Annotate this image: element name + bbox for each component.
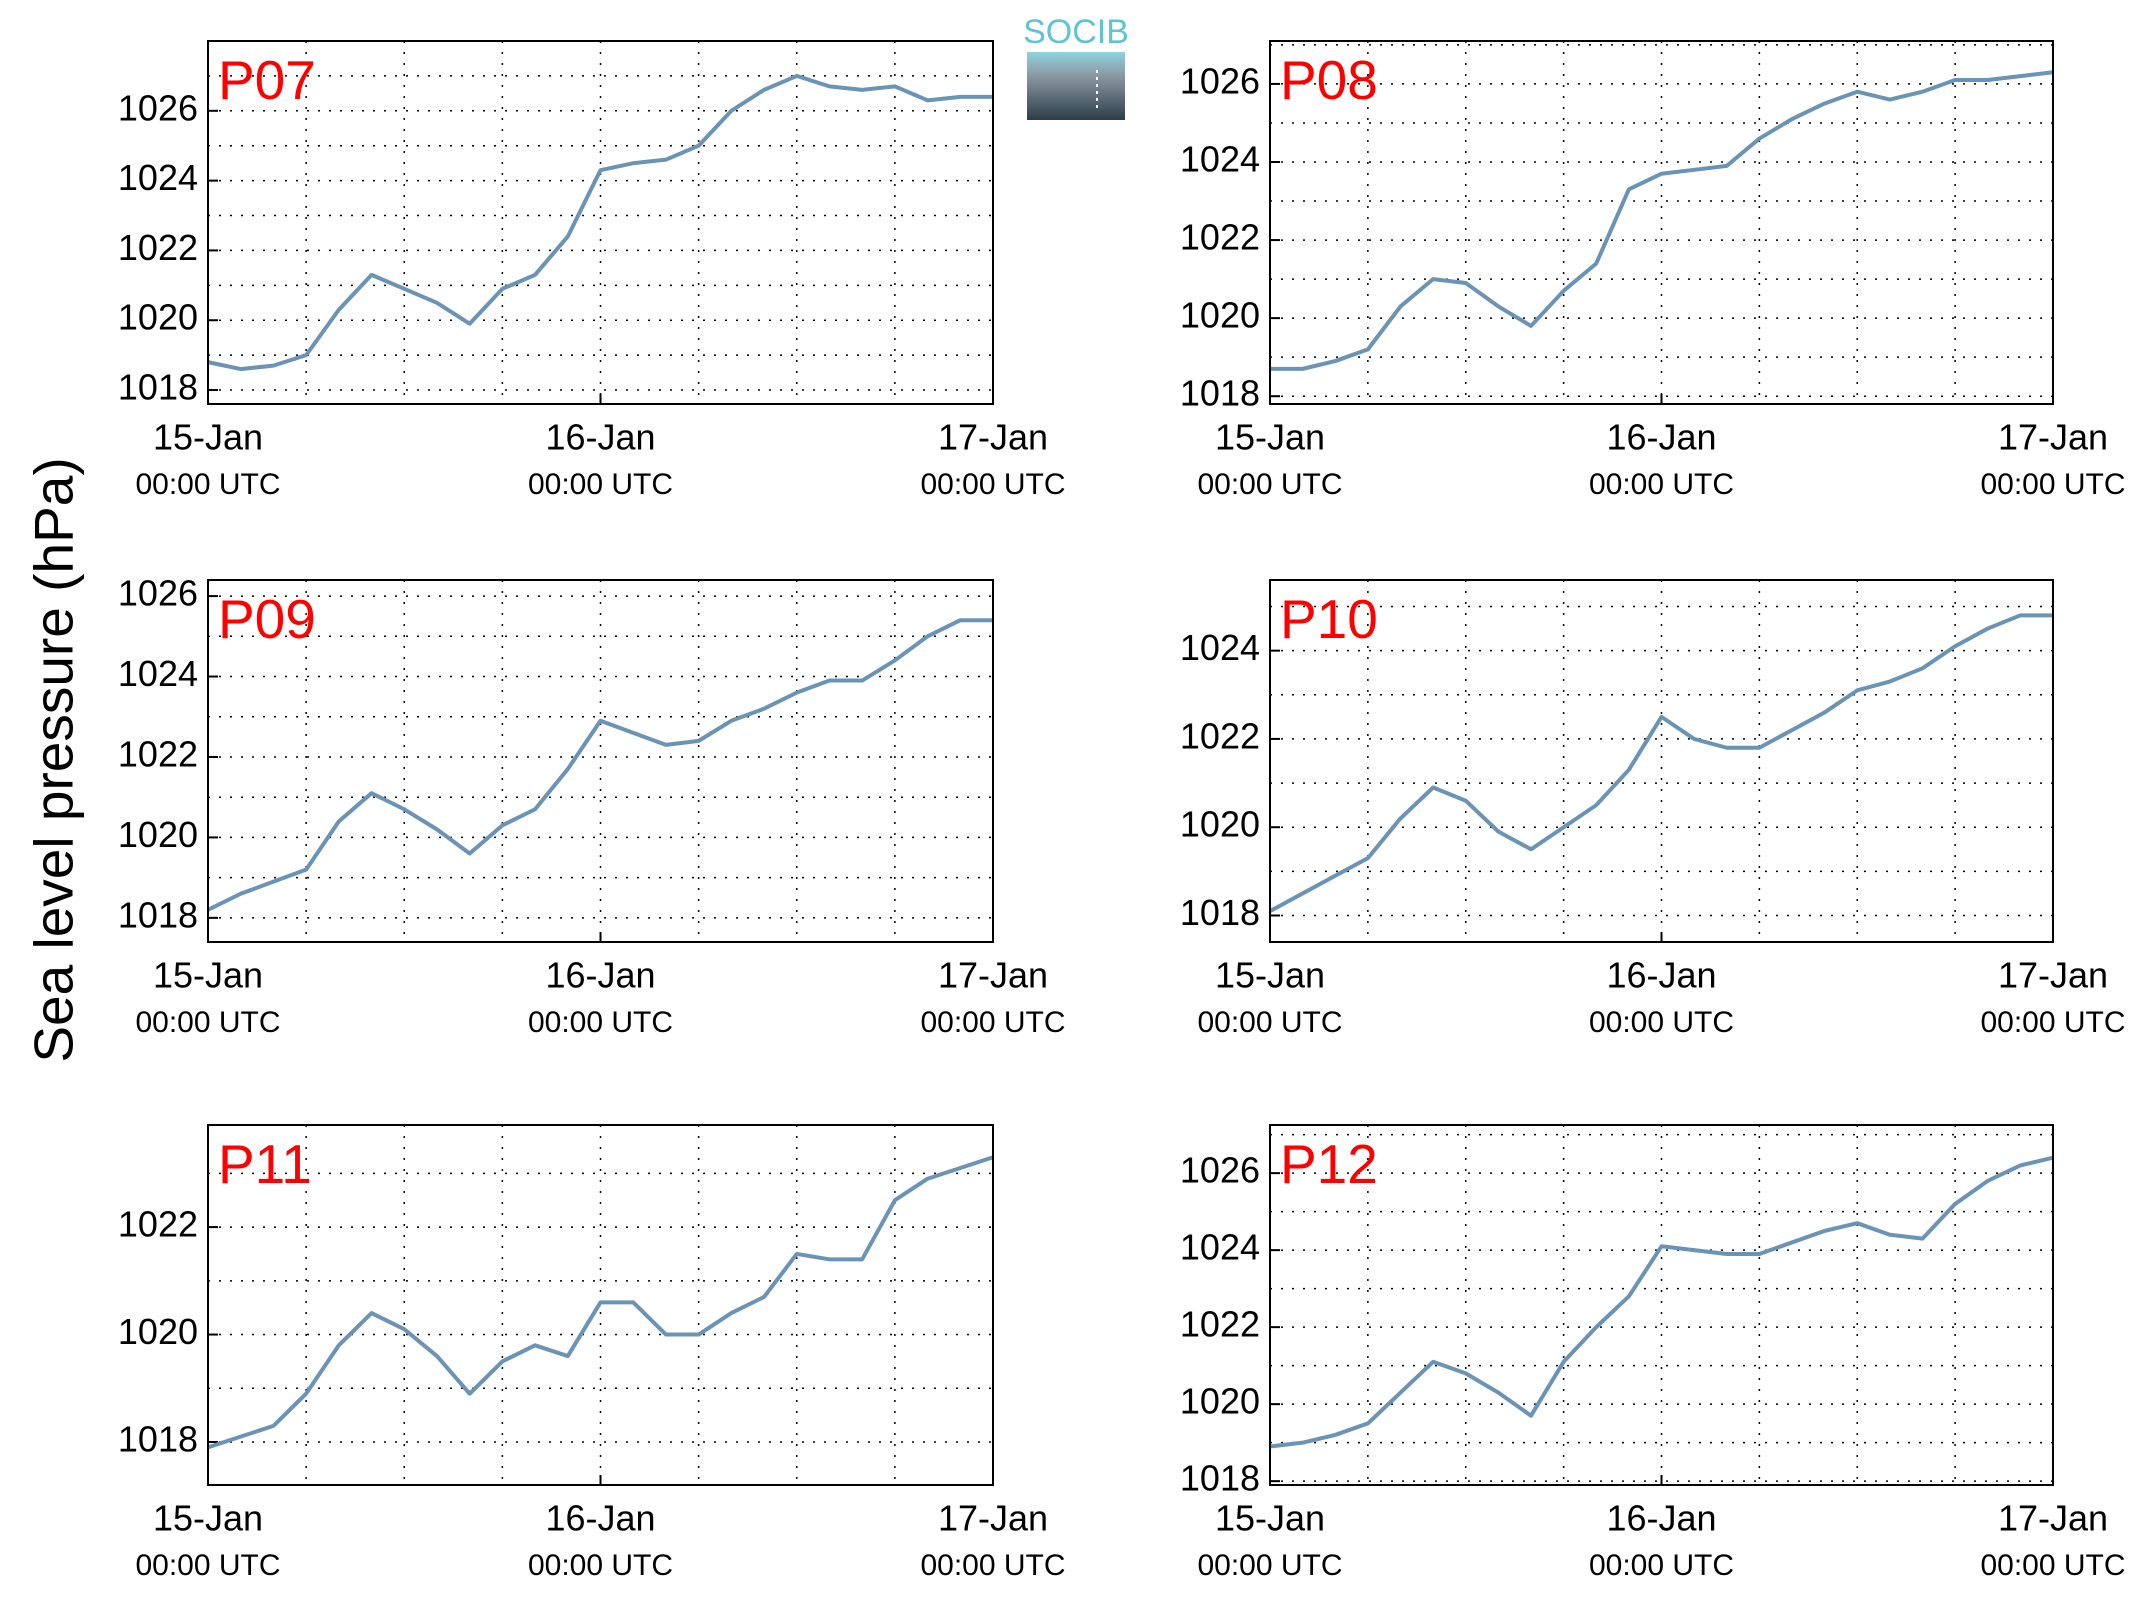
x-tick-sublabel: 00:00 UTC [1197, 1006, 1342, 1039]
data-line [207, 73, 993, 372]
x-tick-label: 16-Jan [1606, 417, 1716, 458]
axes-frame [1269, 1124, 2054, 1486]
x-tick-sublabel: 00:00 UTC [920, 1006, 1065, 1039]
panel: 1018 1020 1022 1024 1026 15-Jan 00:00 UTC 16-Ja… [1180, 40, 2126, 501]
y-tick-label: 1024 [1180, 1227, 1260, 1268]
y-tick-label: 1020 [118, 814, 198, 855]
x-tick-sublabel: 00:00 UTC [135, 468, 280, 501]
panel: 1018 1020 1022 1024 1026 15-Jan 00:00 UTC 16-Ja… [1180, 1124, 2126, 1582]
x-tick-sublabel: 00:00 UTC [1589, 1549, 1734, 1582]
axes-frame [207, 579, 994, 943]
x-tick-sublabel: 00:00 UTC [135, 1549, 280, 1582]
data-line [1270, 70, 2054, 371]
x-tick-label: 17-Jan [1998, 1498, 2108, 1539]
x-tick-label: 17-Jan [938, 1498, 1048, 1539]
y-tick-label: 1018 [1180, 892, 1260, 933]
y-tick-label: 1022 [1180, 217, 1260, 258]
x-tick-label: 16-Jan [545, 955, 655, 996]
data-line [207, 1155, 994, 1450]
x-tick-label: 17-Jan [1998, 417, 2108, 458]
y-axis-label: Sea level pressure (hPa) [23, 457, 85, 1062]
x-tick-label: 17-Jan [1998, 955, 2108, 996]
y-tick-label: 1022 [118, 1204, 198, 1245]
x-tick-sublabel: 00:00 UTC [528, 1006, 673, 1039]
y-tick-label: 1018 [118, 1419, 198, 1460]
y-tick-label: 1020 [118, 1311, 198, 1352]
data-line [1269, 613, 2053, 913]
x-tick-sublabel: 00:00 UTC [1589, 468, 1734, 501]
y-tick-label: 1018 [1180, 1458, 1260, 1499]
logo-text: SOCIB [1023, 13, 1129, 51]
panel: 1018 1020 1022 1024 1026 15-Jan 00:00 UTC 16-Ja… [118, 40, 1066, 501]
y-tick-label: 1020 [118, 297, 198, 338]
x-tick-sublabel: 00:00 UTC [528, 1549, 673, 1582]
y-tick-label: 1026 [1180, 1150, 1260, 1191]
logo: SOCIB [1023, 13, 1129, 120]
x-tick-sublabel: 00:00 UTC [1980, 468, 2125, 501]
panel-title: P10 [1280, 588, 1378, 650]
axes-frame [207, 1124, 994, 1486]
axes-frame [1269, 579, 2054, 943]
y-tick-label: 1026 [1180, 60, 1260, 101]
logo-block [1027, 52, 1125, 120]
y-tick-label: 1018 [1180, 373, 1260, 414]
x-tick-label: 17-Jan [938, 417, 1048, 458]
y-tick-label: 1024 [1180, 139, 1260, 180]
y-tick-label: 1020 [1180, 1381, 1260, 1422]
x-tick-sublabel: 00:00 UTC [135, 1006, 280, 1039]
x-tick-label: 16-Jan [545, 417, 655, 458]
y-tick-label: 1020 [1180, 804, 1260, 845]
y-tick-label: 1024 [118, 157, 198, 198]
x-tick-label: 16-Jan [1606, 955, 1716, 996]
x-tick-label: 15-Jan [1215, 417, 1325, 458]
panel-title: P07 [218, 49, 316, 111]
y-tick-label: 1022 [118, 733, 198, 774]
x-tick-sublabel: 00:00 UTC [1980, 1549, 2125, 1582]
axes-frame [207, 40, 994, 405]
x-tick-sublabel: 00:00 UTC [1589, 1006, 1734, 1039]
x-tick-label: 15-Jan [153, 417, 263, 458]
y-tick-label: 1022 [1180, 715, 1260, 756]
axes-frame [1269, 40, 2054, 405]
x-tick-sublabel: 00:00 UTC [1980, 1006, 2125, 1039]
x-tick-sublabel: 00:00 UTC [1197, 1549, 1342, 1582]
y-tick-label: 1026 [118, 87, 198, 128]
x-tick-label: 16-Jan [545, 1498, 655, 1539]
y-tick-label: 1024 [118, 653, 198, 694]
y-tick-label: 1022 [118, 227, 198, 268]
panel: 1018 1020 1022 1024 15-Jan 00:00 UTC 16-Jan 00:… [1180, 579, 2126, 1039]
x-tick-label: 15-Jan [1215, 955, 1325, 996]
x-tick-sublabel: 00:00 UTC [1197, 468, 1342, 501]
panel: 1018 1020 1022 15-Jan 00:00 UTC 16-Jan 00:00 U… [118, 1124, 1066, 1582]
data-line [1269, 1155, 2054, 1449]
panel-title: P11 [218, 1133, 312, 1195]
y-tick-label: 1020 [1180, 295, 1260, 336]
panel: 1018 1020 1022 1024 1026 15-Jan 00:00 UTC 16-Ja… [118, 573, 1066, 1039]
x-tick-label: 15-Jan [1215, 1498, 1325, 1539]
panel-title: P09 [218, 588, 316, 650]
x-tick-sublabel: 00:00 UTC [528, 468, 673, 501]
x-tick-label: 16-Jan [1606, 1498, 1716, 1539]
panel-title: P08 [1280, 49, 1378, 111]
panel-title: P12 [1280, 1133, 1378, 1195]
x-tick-sublabel: 00:00 UTC [920, 1549, 1065, 1582]
data-line [207, 618, 993, 912]
x-tick-label: 15-Jan [153, 1498, 263, 1539]
y-tick-label: 1018 [118, 894, 198, 935]
x-tick-label: 17-Jan [938, 955, 1048, 996]
y-tick-label: 1018 [118, 367, 198, 408]
x-tick-label: 15-Jan [153, 955, 263, 996]
y-tick-label: 1024 [1180, 627, 1260, 668]
y-tick-label: 1026 [118, 573, 198, 614]
x-tick-sublabel: 00:00 UTC [920, 468, 1065, 501]
y-tick-label: 1022 [1180, 1304, 1260, 1345]
